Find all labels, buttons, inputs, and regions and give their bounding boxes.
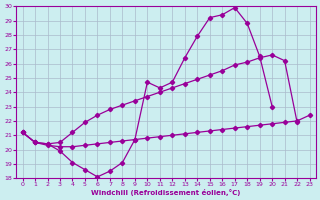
X-axis label: Windchill (Refroidissement éolien,°C): Windchill (Refroidissement éolien,°C) <box>92 189 241 196</box>
